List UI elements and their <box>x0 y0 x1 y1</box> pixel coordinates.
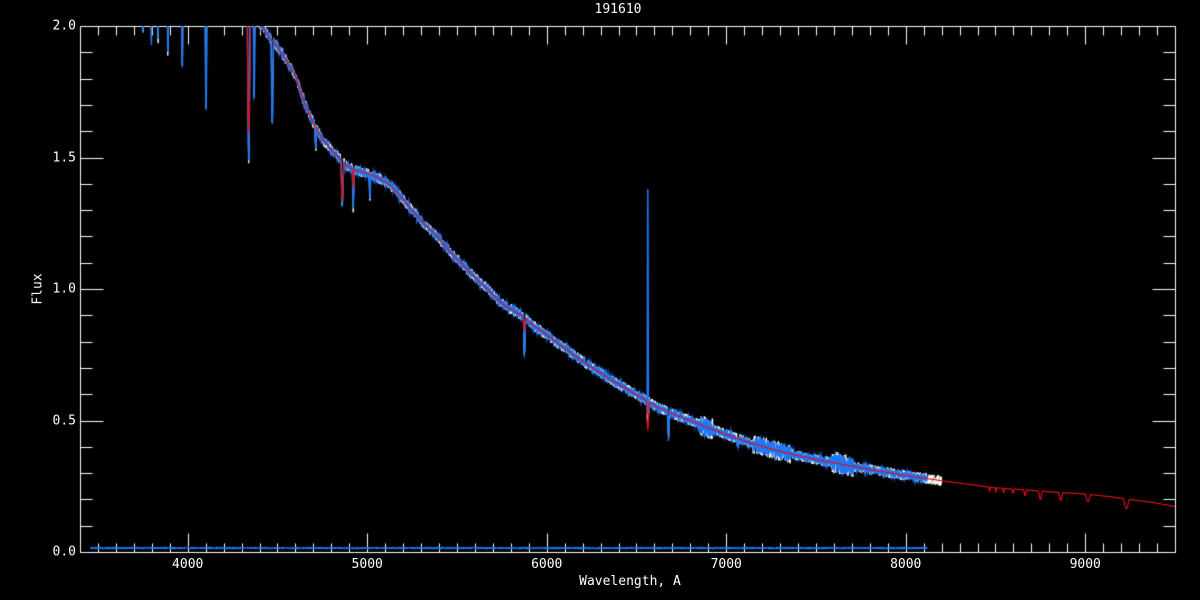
x-tick-label: 8000 <box>890 557 922 572</box>
x-axis-label: Wavelength, A <box>579 574 681 589</box>
y-tick-label: 0.5 <box>52 413 76 428</box>
x-tick-label: 4000 <box>172 557 204 572</box>
y-tick-label: 0.0 <box>52 544 76 560</box>
chart-title: 191610 <box>594 2 642 17</box>
y-tick-label: 1.5 <box>52 150 76 165</box>
y-tick-label: 1.0 <box>52 281 76 297</box>
x-tick-label: 6000 <box>531 557 563 572</box>
x-tick-label: 5000 <box>351 557 383 572</box>
x-tick-label: 9000 <box>1069 557 1101 572</box>
x-tick-label: 7000 <box>710 557 742 572</box>
y-tick-label: 2.0 <box>52 18 76 34</box>
